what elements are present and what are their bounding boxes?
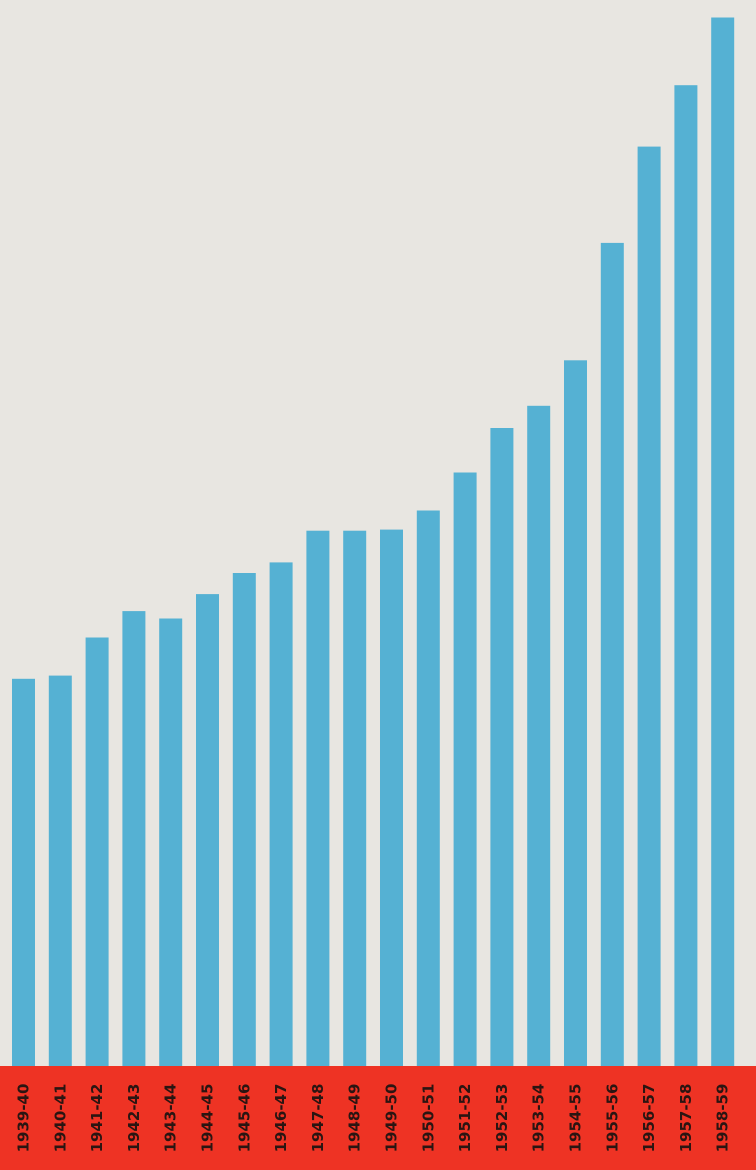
- category-label-1952-53: 1952-53: [493, 1084, 511, 1153]
- category-label-1955-56: 1955-56: [603, 1084, 621, 1153]
- category-label-1946-47: 1946-47: [272, 1084, 290, 1153]
- bar-1957-58: [674, 85, 698, 1066]
- category-label-1940-41: 1940-41: [51, 1084, 69, 1153]
- category-label-1948-49: 1948-49: [346, 1084, 364, 1153]
- bar-1958-59: [711, 17, 735, 1066]
- bar-1942-43: [122, 611, 146, 1066]
- bars-group: [12, 17, 735, 1067]
- category-label-1950-51: 1950-51: [419, 1084, 437, 1153]
- category-label-1956-57: 1956-57: [640, 1084, 658, 1153]
- category-label-1957-58: 1957-58: [677, 1084, 695, 1153]
- bar-1947-48: [306, 530, 330, 1066]
- bar-1954-55: [564, 360, 587, 1066]
- category-labels-group: 1939-40 1940-41 1941-42 1942-43 1943-44 1944-…: [15, 1084, 732, 1153]
- bar-1951-52: [453, 472, 477, 1066]
- category-label-1949-50: 1949-50: [383, 1084, 401, 1153]
- bar-1943-44: [159, 618, 183, 1066]
- category-label-1943-44: 1943-44: [162, 1084, 180, 1153]
- bar-1949-50: [380, 529, 403, 1066]
- category-label-1947-48: 1947-48: [309, 1084, 327, 1153]
- category-label-1945-46: 1945-46: [235, 1084, 253, 1153]
- category-label-1939-40: 1939-40: [15, 1084, 33, 1153]
- bar-1953-54: [527, 405, 551, 1066]
- category-label-1954-55: 1954-55: [567, 1084, 585, 1153]
- bar-1946-47: [269, 562, 293, 1066]
- category-label-1942-43: 1942-43: [125, 1084, 143, 1153]
- category-label-1941-42: 1941-42: [88, 1084, 106, 1153]
- category-label-1944-45: 1944-45: [199, 1084, 217, 1153]
- bar-1939-40: [12, 678, 35, 1066]
- category-label-band: [0, 1066, 756, 1170]
- bar-1955-56: [600, 242, 624, 1066]
- bar-1944-45: [196, 594, 219, 1066]
- bar-1956-57: [637, 146, 661, 1067]
- category-label-1953-54: 1953-54: [530, 1084, 548, 1153]
- bar-1941-42: [85, 637, 109, 1066]
- category-label-1951-52: 1951-52: [456, 1084, 474, 1153]
- bar-1945-46: [232, 573, 256, 1066]
- category-label-1958-59: 1958-59: [714, 1084, 732, 1153]
- bar-1950-51: [416, 510, 440, 1066]
- bar-1952-53: [490, 428, 514, 1066]
- bar-1948-49: [343, 530, 367, 1066]
- bar-1940-41: [48, 675, 72, 1066]
